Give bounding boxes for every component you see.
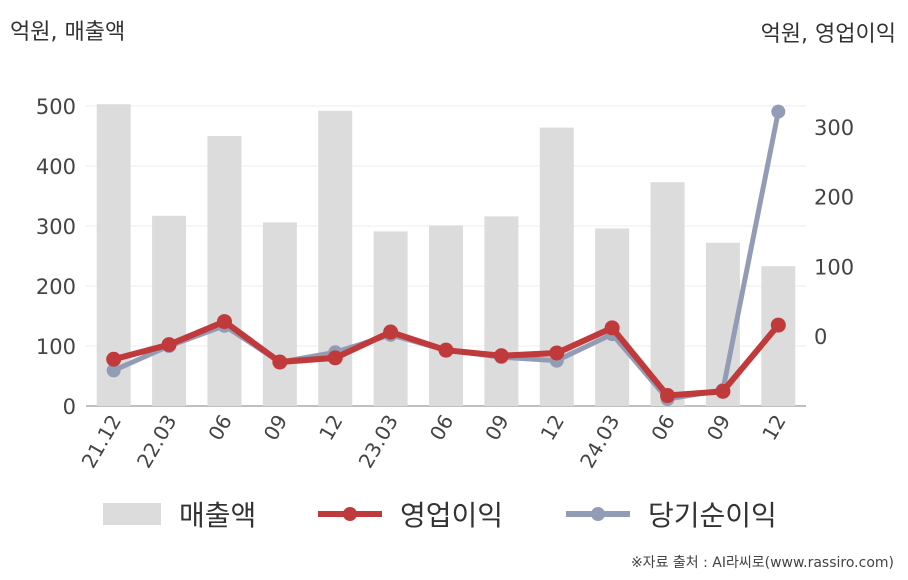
profit-lines [106, 104, 786, 407]
operating-income-point [660, 388, 676, 404]
operating-income-point [604, 320, 620, 336]
revenue-bar [429, 225, 463, 406]
net-income-point [106, 363, 121, 378]
revenue-bar [262, 222, 297, 406]
left-tick-label: 200 [36, 275, 76, 299]
operating-income-point [715, 383, 731, 399]
operating-income-point [106, 351, 122, 367]
right-axis-unit: 억원, 영업이익 [760, 22, 896, 47]
revenue-bar [484, 216, 519, 406]
combo-chart: 0 100 200 300 400 500 0 100 200 300 21.12 22.03 06 09… [36, 95, 854, 473]
source-note: ※자료 출처 : AI라씨로(www.rassiro.com) [630, 555, 894, 571]
right-tick-label: 100 [814, 255, 854, 279]
legend-operating: 영업이익 [318, 492, 503, 536]
x-tick-label: 09 [702, 411, 736, 445]
operating-income-point [161, 337, 177, 353]
operating-income-point [216, 314, 232, 330]
right-tick-label: 0 [814, 325, 827, 349]
x-tick-label: 09 [259, 411, 293, 445]
revenue-bar [650, 182, 685, 406]
left-tick-label: 0 [63, 395, 76, 419]
legend-net: 당기순이익 [566, 492, 777, 536]
legend-operating-swatch [318, 502, 382, 526]
legend: 매출액 영업이익 당기순이익 [0, 492, 908, 536]
legend-operating-label: 영업이익 [400, 499, 504, 532]
operating-income-point [327, 350, 343, 366]
x-tick-label: 06 [425, 411, 459, 445]
revenue-bar [595, 228, 630, 406]
left-tick-label: 300 [36, 215, 76, 239]
operating-income-point [272, 354, 288, 370]
x-tick-label: 23.03 [354, 411, 403, 473]
left-axis-unit: 억원, 매출액 [10, 20, 126, 45]
left-tick-label: 400 [36, 155, 76, 179]
legend-revenue-swatch [103, 503, 161, 525]
operating-income-point [383, 324, 399, 340]
operating-income-point [438, 342, 454, 358]
x-tick-label: 24.03 [575, 411, 624, 473]
revenue-bar [373, 231, 408, 406]
x-tick-label: 06 [203, 411, 237, 445]
x-tick-label: 12 [757, 411, 791, 445]
operating-income-point [549, 345, 565, 361]
x-tick-label: 22.03 [132, 411, 181, 473]
legend-net-label: 당기순이익 [648, 499, 777, 532]
revenue-bar [207, 136, 242, 406]
x-tick-label: 09 [480, 411, 514, 445]
left-tick-label: 500 [36, 95, 76, 119]
x-tick-label: 06 [646, 411, 680, 445]
left-tick-label: 100 [36, 335, 76, 359]
operating-income-point [493, 348, 509, 364]
right-tick-label: 300 [814, 116, 854, 140]
legend-revenue-label: 매출액 [179, 499, 257, 532]
revenue-bar [152, 215, 187, 406]
net-income-point [771, 104, 786, 119]
x-tick-label: 12 [536, 411, 570, 445]
operating-income-point [770, 317, 786, 333]
legend-net-swatch [566, 502, 630, 526]
x-tick-label: 21.12 [77, 411, 126, 473]
right-tick-label: 200 [814, 186, 854, 210]
x-tick-label: 12 [314, 411, 348, 445]
legend-revenue: 매출액 [103, 492, 256, 536]
revenue-bars [96, 104, 796, 407]
